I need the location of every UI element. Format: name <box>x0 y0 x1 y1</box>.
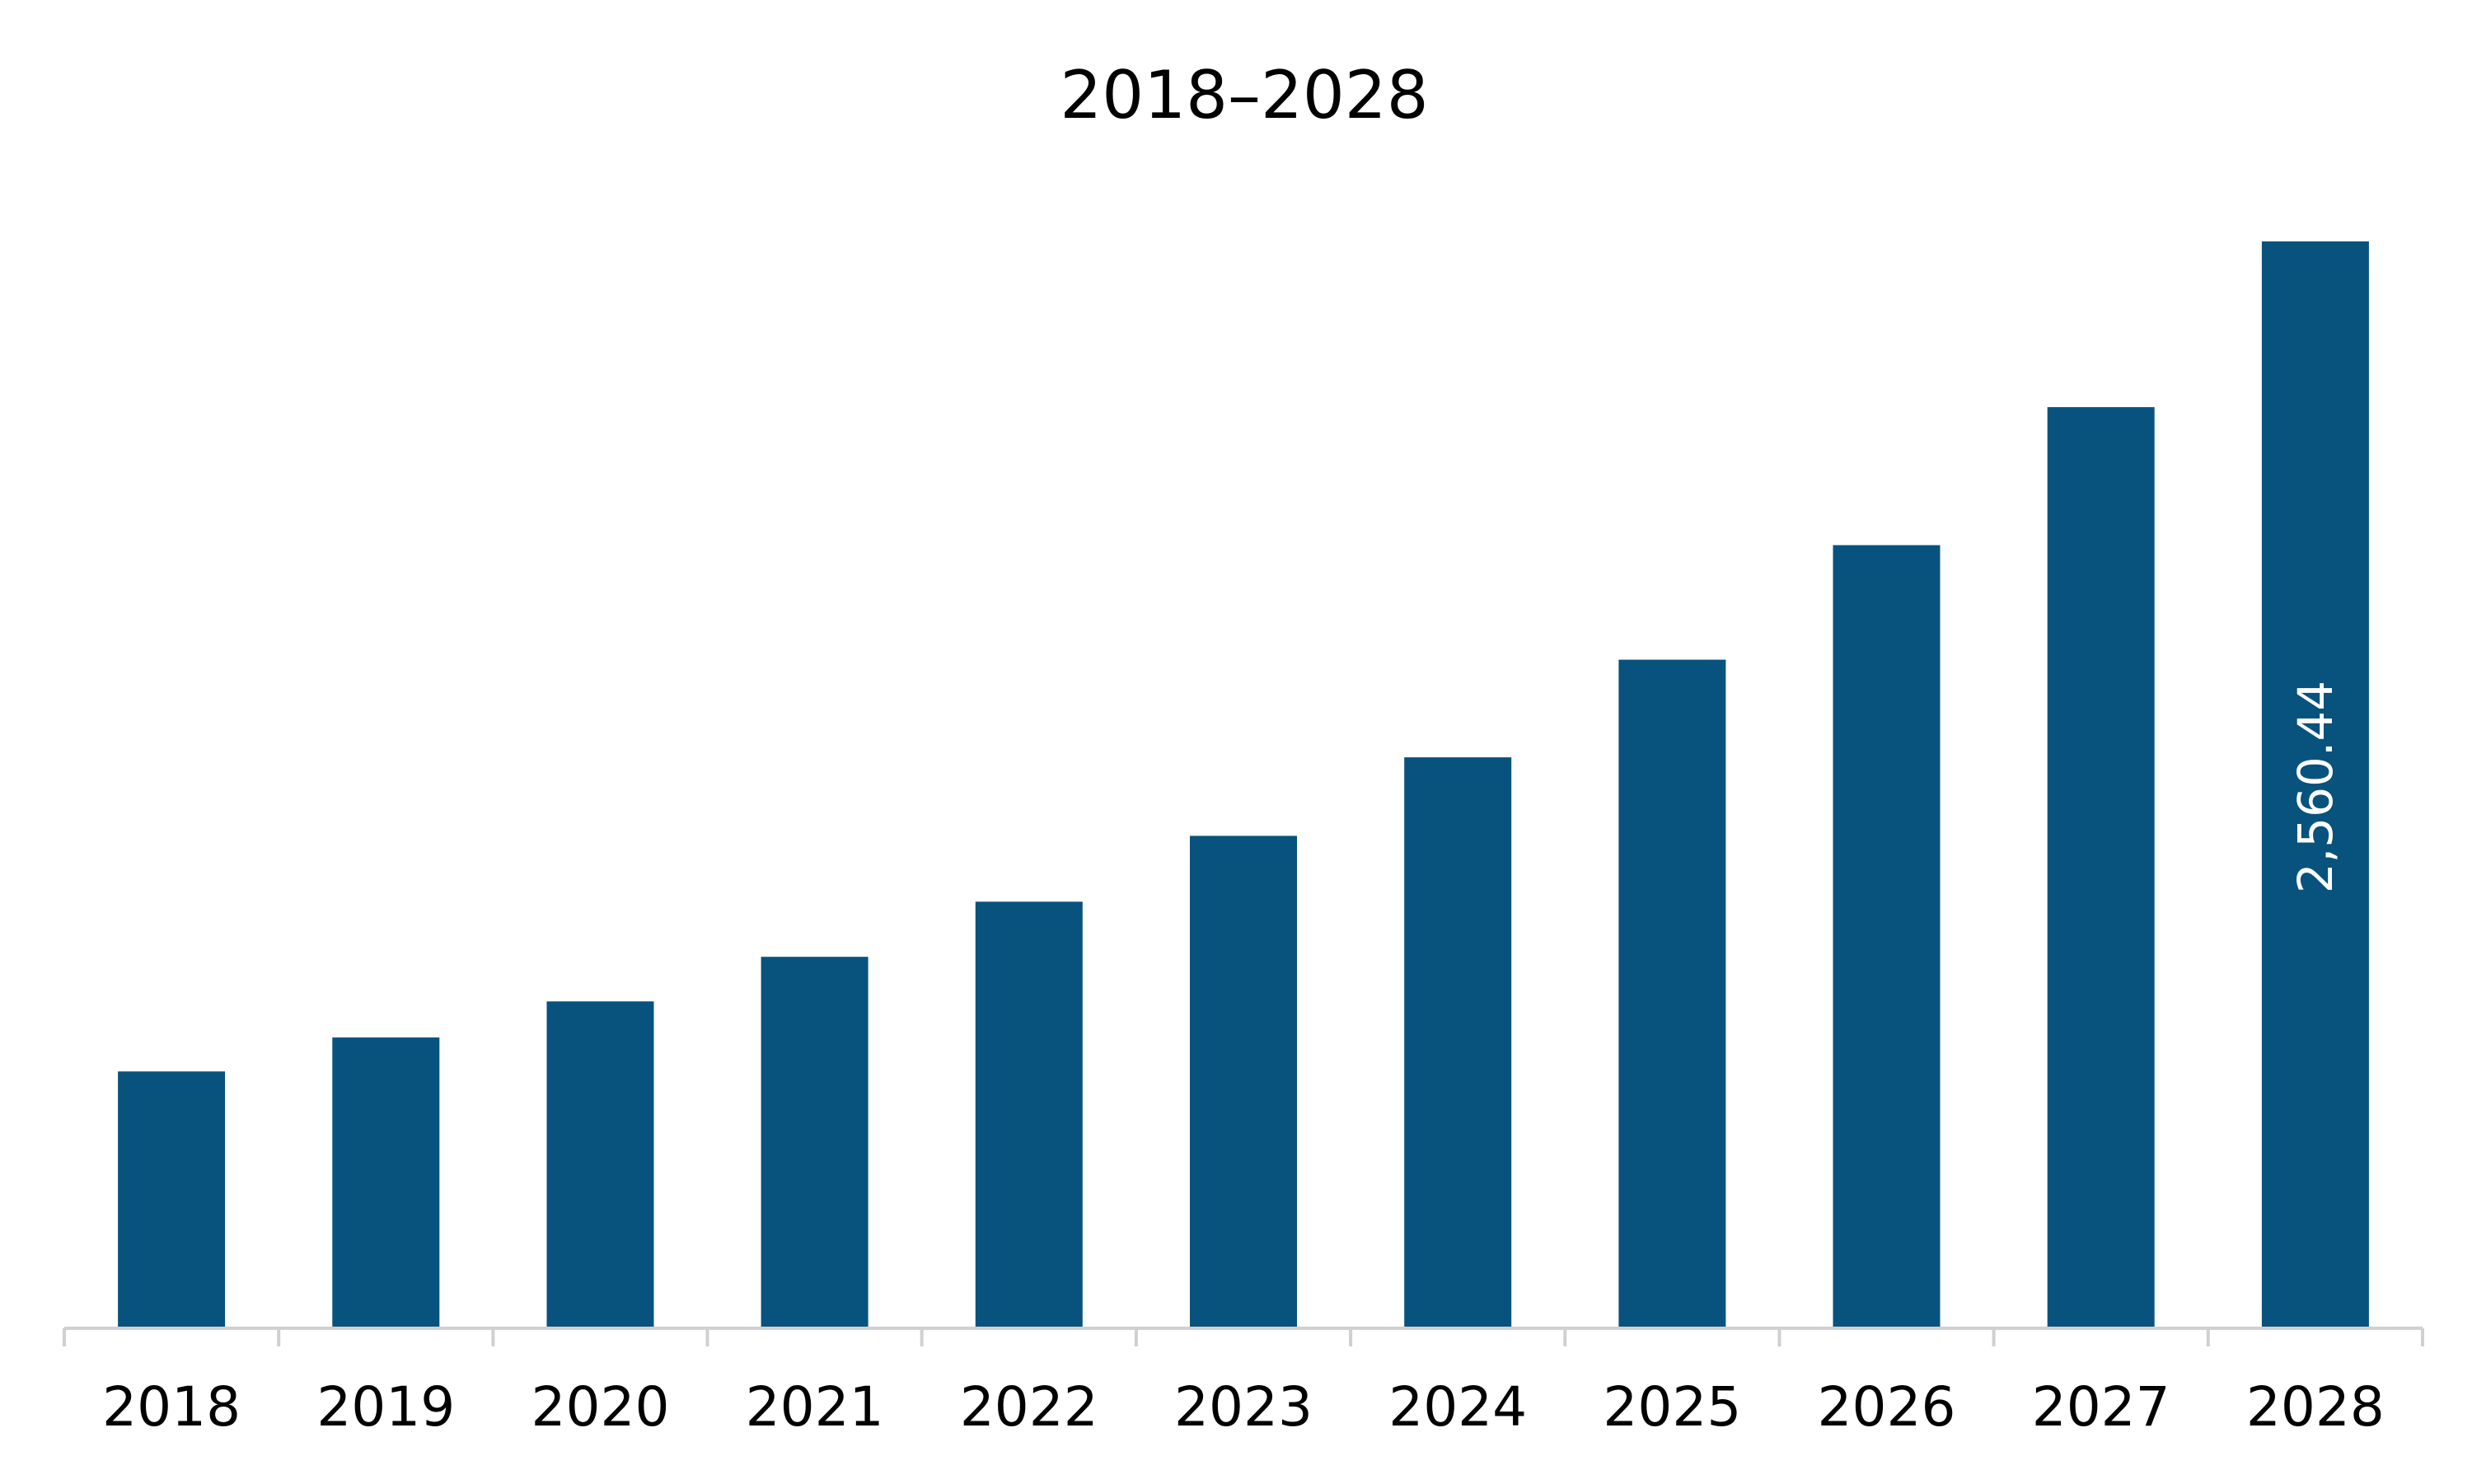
x-tick-label-2025: 2025 <box>1603 1375 1741 1439</box>
bar-2023 <box>1190 836 1297 1328</box>
bar-2026 <box>1833 545 1941 1328</box>
data-label-2028: 2,560.44 <box>2287 681 2343 893</box>
x-tick-label-2020: 2020 <box>531 1375 670 1439</box>
bar-2022 <box>975 901 1083 1328</box>
data-labels-group: 2,560.44 <box>2287 681 2343 893</box>
bar-2020 <box>546 1001 654 1328</box>
x-axis <box>63 1327 2424 1346</box>
bar-2024 <box>1404 757 1512 1328</box>
x-tick-label-2023: 2023 <box>1174 1375 1313 1439</box>
bar-2025 <box>1618 659 1726 1328</box>
x-tick-label-2018: 2018 <box>102 1375 241 1439</box>
x-tick-label-2021: 2021 <box>746 1375 884 1439</box>
bar-2028 <box>2261 241 2369 1328</box>
x-tick-label-2019: 2019 <box>316 1375 455 1439</box>
chart-title: 2018–2028 <box>1060 57 1428 133</box>
bars-group <box>118 241 2369 1329</box>
bar-2021 <box>761 957 868 1328</box>
x-tick-label-2022: 2022 <box>960 1375 1098 1439</box>
x-tick-label-2027: 2027 <box>2032 1375 2170 1439</box>
bar-2027 <box>2047 407 2155 1329</box>
bar-2018 <box>118 1071 226 1328</box>
x-tick-label-2024: 2024 <box>1388 1375 1527 1439</box>
x-tick-label-2026: 2026 <box>1818 1375 1956 1439</box>
bar-2019 <box>332 1037 440 1328</box>
x-tick-labels: 2018 2019 2020 2021 2022 2023 2024 2025 2026 2027… <box>102 1375 2385 1439</box>
x-tick-label-2028: 2028 <box>2246 1375 2385 1439</box>
